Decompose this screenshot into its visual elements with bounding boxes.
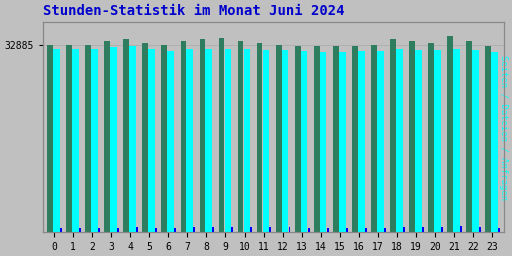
Bar [358, 51, 365, 232]
Bar [282, 50, 288, 232]
Bar [117, 228, 119, 232]
Y-axis label: Seiten / Dateien / Anfragen: Seiten / Dateien / Anfragen [499, 55, 508, 200]
Bar [479, 227, 481, 232]
Bar [453, 49, 460, 232]
Bar [86, 45, 91, 232]
Bar [136, 227, 138, 232]
Text: Stunden-Statistik im Monat Juni 2024: Stunden-Statistik im Monat Juni 2024 [42, 4, 344, 18]
Bar [123, 39, 129, 232]
Bar [104, 41, 110, 232]
Bar [447, 36, 453, 232]
Bar [301, 51, 307, 232]
Bar [167, 51, 174, 232]
Bar [365, 228, 367, 232]
Bar [472, 50, 479, 232]
Bar [186, 49, 193, 232]
Bar [47, 45, 53, 232]
Bar [289, 227, 290, 232]
Bar [352, 46, 358, 232]
Bar [460, 227, 462, 232]
Bar [129, 47, 136, 232]
Bar [441, 227, 443, 232]
Bar [238, 41, 243, 232]
Bar [333, 47, 338, 232]
Bar [428, 43, 434, 232]
Bar [403, 227, 405, 232]
Bar [250, 227, 252, 232]
Bar [257, 43, 263, 232]
Bar [308, 228, 310, 232]
Bar [327, 228, 329, 232]
Bar [244, 49, 250, 232]
Bar [346, 228, 348, 232]
Bar [98, 228, 100, 232]
Bar [148, 49, 155, 232]
Bar [142, 43, 148, 232]
Bar [409, 41, 415, 232]
Bar [79, 228, 81, 232]
Bar [161, 45, 167, 232]
Bar [53, 49, 60, 232]
Bar [181, 41, 186, 232]
Bar [263, 50, 269, 232]
Bar [66, 45, 72, 232]
Bar [396, 49, 402, 232]
Bar [377, 51, 383, 232]
Bar [205, 49, 212, 232]
Bar [415, 50, 422, 232]
Bar [212, 227, 214, 232]
Bar [295, 46, 301, 232]
Bar [498, 228, 500, 232]
Bar [276, 45, 282, 232]
Bar [155, 228, 157, 232]
Bar [466, 41, 472, 232]
Bar [194, 227, 195, 232]
Bar [339, 51, 346, 232]
Bar [485, 47, 491, 232]
Bar [269, 227, 271, 232]
Bar [314, 47, 319, 232]
Bar [200, 39, 205, 232]
Bar [60, 228, 62, 232]
Bar [320, 51, 327, 232]
Bar [371, 45, 377, 232]
Bar [231, 227, 233, 232]
Bar [384, 228, 386, 232]
Bar [110, 47, 117, 232]
Bar [422, 227, 424, 232]
Bar [492, 51, 498, 232]
Bar [390, 39, 396, 232]
Bar [219, 38, 224, 232]
Bar [434, 50, 441, 232]
Bar [91, 49, 98, 232]
Bar [174, 228, 176, 232]
Bar [225, 49, 231, 232]
Bar [72, 49, 79, 232]
